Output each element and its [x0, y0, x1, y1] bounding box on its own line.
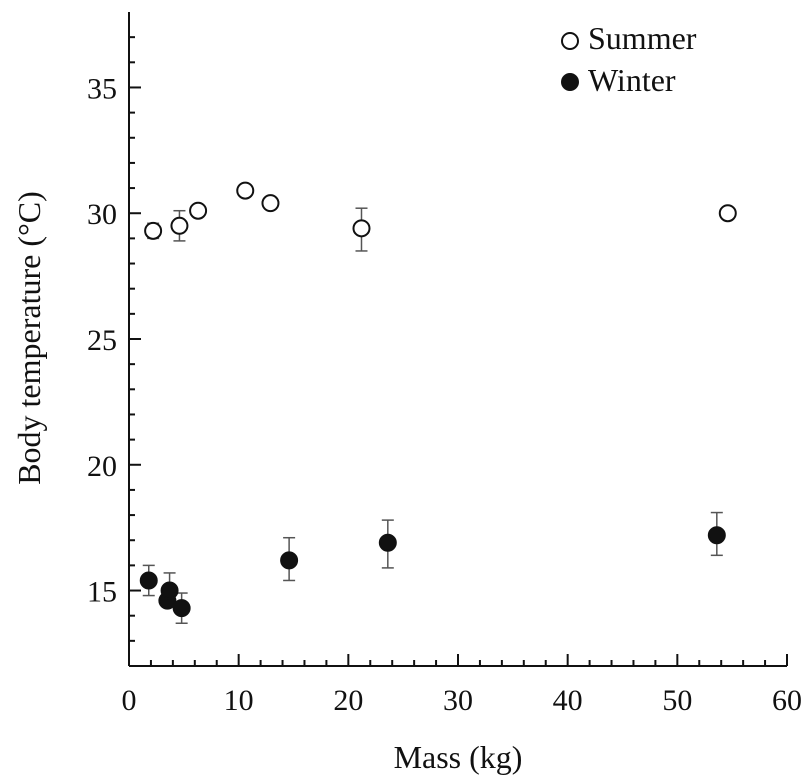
summer-point — [189, 201, 208, 220]
x-tick-label: 0 — [122, 684, 137, 717]
axes: 0 10 20 30 40 50 60 15 20 25 30 35 — [87, 12, 802, 717]
legend-marker-winter — [561, 73, 579, 91]
summer-point — [170, 216, 189, 235]
y-axis-label: Body temperature (°C) — [11, 191, 47, 485]
x-tick-label: 30 — [443, 684, 473, 717]
x-axis-label: Mass (kg) — [394, 739, 523, 775]
winter-point — [160, 581, 179, 600]
legend-label-winter: Winter — [588, 62, 676, 98]
legend-label-summer: Summer — [588, 20, 697, 56]
error-bars — [142, 207, 723, 624]
data-points — [139, 181, 737, 618]
y-tick-label: 30 — [87, 198, 117, 231]
summer-point — [352, 219, 371, 238]
x-tick-label: 50 — [662, 684, 692, 717]
x-tick-label: 60 — [772, 684, 802, 717]
winter-point — [139, 571, 158, 590]
y-tick-label: 35 — [87, 72, 117, 105]
legend: Summer Winter — [561, 20, 697, 98]
winter-point — [280, 551, 299, 570]
x-tick-label: 20 — [333, 684, 363, 717]
summer-point — [718, 204, 737, 223]
summer-point — [261, 194, 280, 213]
winter-point — [172, 599, 191, 618]
summer-point — [236, 181, 255, 200]
y-tick-label: 20 — [87, 450, 117, 483]
x-tick-label: 40 — [553, 684, 583, 717]
winter-point — [378, 533, 397, 552]
y-tick-label: 15 — [87, 576, 117, 609]
summer-point — [144, 221, 163, 240]
legend-marker-summer — [561, 32, 579, 50]
x-tick-label: 10 — [224, 684, 254, 717]
winter-point — [707, 526, 726, 545]
y-tick-label: 25 — [87, 324, 117, 357]
